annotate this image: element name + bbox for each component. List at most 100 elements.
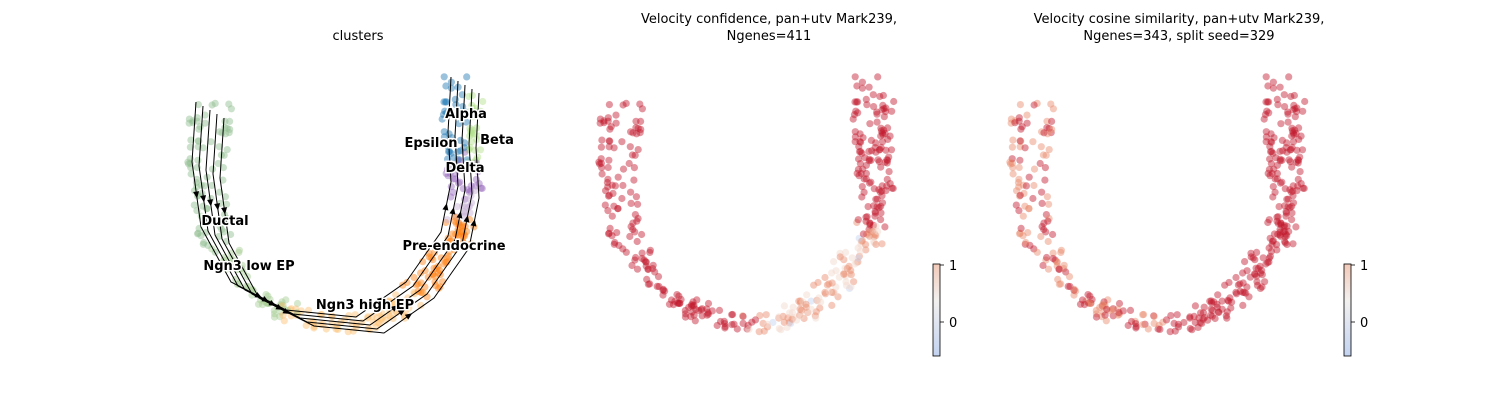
- cell-point: [872, 139, 880, 147]
- streamline-arrow: [207, 199, 214, 207]
- cell-point: [194, 230, 202, 238]
- cell-point: [442, 218, 450, 227]
- cell-point: [835, 273, 843, 281]
- cell-point: [334, 325, 342, 333]
- cell-point: [817, 298, 825, 306]
- cell-point: [854, 254, 862, 262]
- cell-point: [352, 320, 360, 328]
- cell-point: [1211, 314, 1219, 323]
- cell-point: [859, 165, 867, 173]
- cell-point: [1282, 209, 1290, 217]
- cell-point: [1198, 319, 1206, 327]
- cell-point: [697, 306, 706, 314]
- streamline-arrow: [449, 207, 456, 215]
- cell-point: [1289, 187, 1297, 195]
- cell-point: [644, 280, 653, 288]
- cell-point: [302, 321, 310, 330]
- cell-point: [1293, 108, 1301, 116]
- cell-point: [854, 109, 862, 117]
- cell-point: [888, 107, 896, 115]
- cell-point: [871, 144, 879, 152]
- cell-point: [1065, 273, 1074, 281]
- cell-point: [619, 165, 628, 173]
- cell-point: [1251, 270, 1259, 278]
- cell-point: [625, 159, 633, 168]
- cell-point: [1109, 312, 1117, 320]
- cell-point: [828, 301, 836, 309]
- cell-point: [1279, 147, 1287, 155]
- cell-point: [862, 169, 871, 178]
- cell-point: [1049, 254, 1057, 263]
- cell-point: [1019, 232, 1027, 240]
- cell-point: [464, 146, 472, 154]
- cell-point: [446, 138, 454, 146]
- cell-point: [1155, 321, 1163, 329]
- cell-point: [1049, 249, 1057, 257]
- cell-point: [225, 129, 233, 137]
- cell-point: [193, 117, 201, 125]
- cell-point: [857, 148, 865, 156]
- cell-point: [1297, 180, 1305, 188]
- cell-point: [783, 323, 791, 331]
- cell-point: [634, 200, 642, 208]
- cell-point: [466, 143, 474, 151]
- cell-point: [1015, 163, 1023, 172]
- cell-point: [1186, 313, 1194, 321]
- cell-point: [598, 136, 606, 144]
- cell-point: [882, 104, 890, 112]
- cell-point: [1174, 320, 1182, 328]
- cell-point: [1171, 327, 1179, 335]
- cell-point: [631, 228, 639, 236]
- cell-point: [445, 148, 453, 156]
- cell-point: [610, 202, 618, 210]
- cell-point: [1213, 300, 1221, 308]
- cell-point: [1207, 311, 1215, 319]
- cell-point: [270, 310, 279, 318]
- cell-point: [883, 182, 891, 190]
- cell-point: [1115, 310, 1123, 318]
- cell-point: [858, 183, 866, 191]
- streamline-arrow: [214, 203, 221, 211]
- cell-point: [739, 319, 747, 327]
- cell-point: [877, 132, 885, 140]
- cell-point: [1141, 320, 1149, 328]
- cell-point: [219, 164, 227, 172]
- cell-point: [466, 127, 474, 135]
- cell-point: [872, 222, 880, 230]
- cell-point: [825, 287, 833, 295]
- cell-point: [1114, 311, 1122, 319]
- cell-point: [1066, 282, 1074, 291]
- cell-point: [882, 108, 890, 116]
- cell-point: [190, 201, 198, 209]
- cell-point: [605, 143, 613, 151]
- cell-point: [1285, 73, 1293, 81]
- cell-point: [690, 311, 698, 319]
- cell-point: [842, 272, 850, 280]
- cell-point: [444, 172, 452, 180]
- cell-point: [1283, 195, 1291, 203]
- cell-point: [440, 128, 448, 136]
- cell-point: [596, 115, 605, 123]
- cell-point: [834, 293, 842, 301]
- cell-point: [436, 283, 444, 291]
- cell-point: [882, 146, 890, 154]
- cell-point: [880, 105, 888, 113]
- cell-point: [636, 100, 644, 108]
- cell-point: [632, 193, 641, 201]
- cell-point: [1025, 205, 1033, 213]
- cell-point: [614, 205, 622, 213]
- cell-point: [442, 169, 450, 177]
- cell-point: [787, 319, 795, 327]
- cell-point: [1224, 296, 1232, 304]
- cell-point: [1033, 248, 1041, 256]
- cell-point: [689, 298, 697, 306]
- cell-point: [1008, 159, 1017, 167]
- cell-point: [456, 136, 464, 144]
- cell-point: [862, 246, 870, 254]
- cell-point: [1288, 127, 1296, 135]
- cell-point: [879, 131, 887, 139]
- cell-point: [1293, 104, 1301, 112]
- cell-point: [871, 212, 879, 220]
- cell-point: [659, 291, 667, 299]
- cell-point: [235, 248, 243, 256]
